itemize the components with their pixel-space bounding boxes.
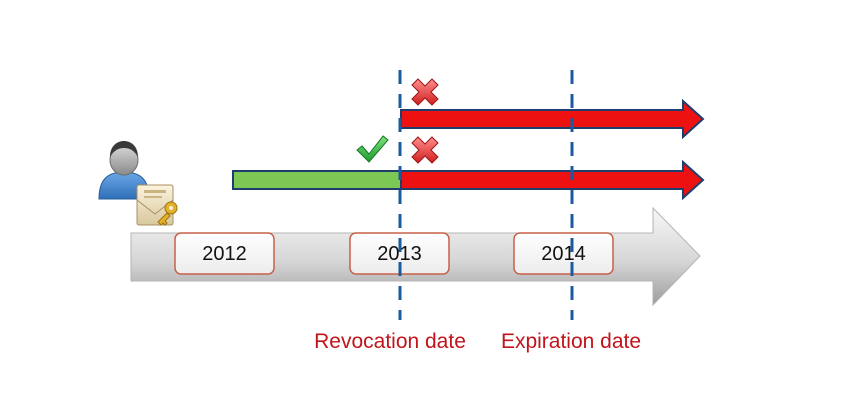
year-box-2013: 2013: [349, 232, 450, 275]
year-box-2014: 2014: [513, 232, 614, 275]
red-x-icon: [411, 78, 439, 106]
revoked-segment: [400, 159, 705, 201]
certificate-key-icon: [136, 184, 178, 226]
red-x-icon: [411, 136, 439, 164]
green-check-icon: [356, 135, 389, 163]
revocation-date-label: Revocation date: [314, 330, 466, 353]
validity-arrow-bottom: [232, 159, 705, 201]
valid-segment: [232, 170, 402, 190]
year-label-2014: 2014: [541, 243, 586, 265]
year-box-2012: 2012: [174, 232, 275, 275]
year-label-2013: 2013: [377, 243, 422, 265]
year-label-2012: 2012: [202, 243, 247, 265]
expiration-date-label: Expiration date: [501, 330, 641, 353]
revoked-validity-arrow-top: [400, 98, 705, 140]
